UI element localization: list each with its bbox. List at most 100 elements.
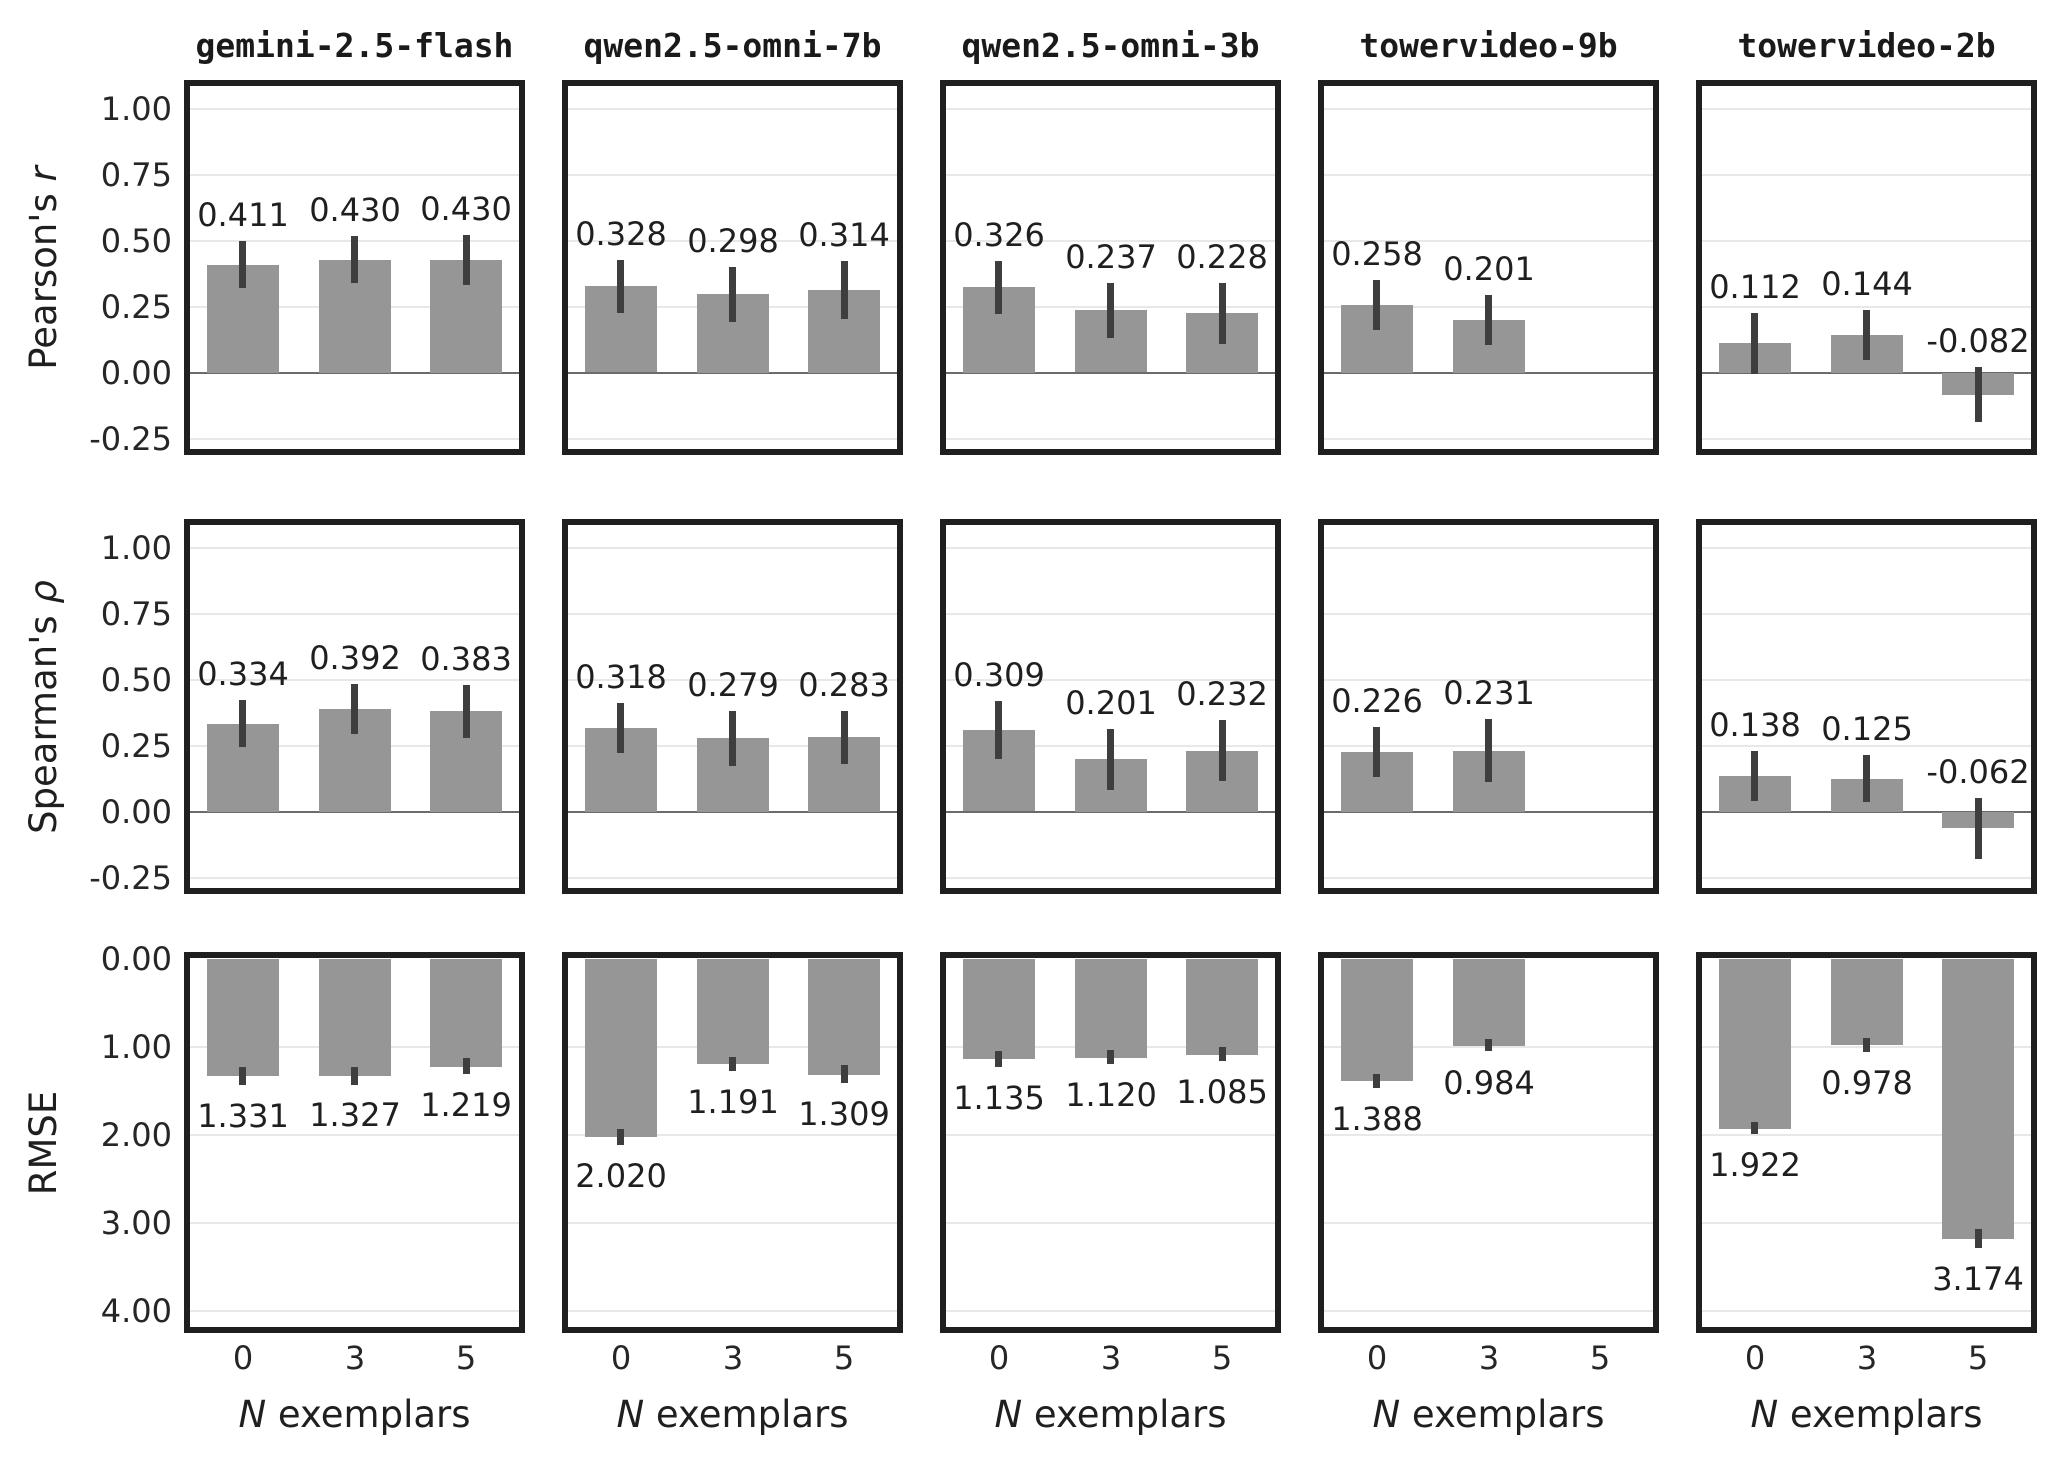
gridline [1699, 613, 2034, 616]
value-label: 0.984 [1443, 1064, 1535, 1102]
panel-title: towervideo-9b [1359, 26, 1618, 65]
bar [1341, 959, 1413, 1081]
error-bar [1373, 280, 1380, 330]
error-bar [1975, 798, 1982, 859]
gridline [943, 240, 1278, 243]
value-label: 0.232 [1176, 675, 1268, 713]
gridline [565, 679, 900, 682]
error-bar [841, 261, 848, 319]
y-tick-label: 1.00 [100, 529, 172, 568]
text-part: exemplars [1022, 1393, 1227, 1436]
plot-area: 0.138 0.125 -0.062 [1699, 522, 2034, 891]
error-bar [1751, 313, 1758, 374]
gridline [565, 613, 900, 616]
y-tick-label: 0.75 [100, 595, 172, 634]
error-bar [1107, 729, 1114, 790]
y-tick-label: 1.00 [100, 1027, 172, 1066]
gridline [1321, 437, 1656, 440]
gridline [565, 437, 900, 440]
value-label: 0.328 [575, 215, 667, 253]
y-tick-label: 0.50 [100, 661, 172, 700]
value-label: 0.112 [1709, 268, 1801, 306]
error-bar [617, 703, 624, 753]
text-part: exemplars [266, 1393, 471, 1436]
error-bar [729, 711, 736, 766]
value-label: 0.411 [197, 196, 289, 234]
gridline [187, 1222, 522, 1225]
bar [1831, 959, 1903, 1045]
bar [1075, 959, 1147, 1058]
value-label: 1.219 [420, 1086, 512, 1124]
value-label: 0.258 [1331, 235, 1423, 273]
x-tick-label: 3 [1100, 1339, 1122, 1377]
value-label: 1.191 [687, 1083, 779, 1121]
gridline [1321, 108, 1656, 111]
gridline [1321, 1134, 1656, 1136]
y-tick-label: 0.00 [100, 939, 172, 978]
y-tick-label: 2.00 [100, 1116, 172, 1154]
y-tick-label: 0.00 [100, 353, 172, 392]
gridline [1321, 679, 1656, 682]
x-tick-label: 3 [722, 1339, 744, 1377]
error-bar [841, 1065, 848, 1083]
error-bar [351, 236, 358, 283]
y-tick-label: 3.00 [100, 1204, 172, 1243]
y-tick-label: 0.25 [100, 288, 172, 327]
value-label: 1.135 [953, 1079, 1045, 1117]
error-bar [463, 1058, 470, 1074]
error-bar [617, 1129, 624, 1145]
error-bar [1219, 283, 1226, 344]
error-bar [729, 267, 736, 322]
gridline [1699, 240, 2034, 243]
bar [1719, 959, 1791, 1129]
gridline [565, 547, 900, 550]
x-tick-label: 3 [344, 1339, 366, 1377]
gridline [565, 1134, 900, 1136]
panel-title: qwen2.5-omni-7b [583, 26, 882, 65]
bar [1942, 959, 2014, 1239]
x-tick-label: 5 [455, 1339, 477, 1377]
gridline [943, 547, 1278, 550]
y-tick-label: 0.50 [100, 222, 172, 261]
italic-text-part: N [994, 1393, 1023, 1436]
gridline [1321, 876, 1656, 879]
error-bar [1751, 1122, 1758, 1134]
x-tick-label: 5 [1967, 1339, 1989, 1377]
x-tick-label: 0 [232, 1339, 254, 1377]
error-bar [1863, 1038, 1870, 1052]
error-bar [1975, 1229, 1982, 1248]
error-bar [1219, 720, 1226, 781]
gridline [565, 876, 900, 879]
italic-text-part: N [1372, 1393, 1401, 1436]
plot-area: 0.334 0.392 0.383 [187, 522, 522, 891]
gridline [187, 1134, 522, 1136]
plot-area: 0.258 0.201 [1321, 83, 1656, 452]
x-tick-label: 5 [1589, 1339, 1611, 1377]
italic-text-part: N [238, 1393, 267, 1436]
text-part: exemplars [1400, 1393, 1605, 1436]
value-label: 0.430 [309, 191, 401, 229]
error-bar [995, 1051, 1002, 1067]
plot-area: 0.411 0.430 0.430 [187, 83, 522, 452]
plot-area: 0.318 0.279 0.283 [565, 522, 900, 891]
error-bar [1219, 1047, 1226, 1061]
y-tick-label: -0.25 [89, 419, 172, 458]
x-axis-label: N exemplars [1321, 1395, 1656, 1435]
bar [207, 959, 279, 1076]
bar [808, 959, 880, 1075]
x-axis-label: N exemplars [565, 1395, 900, 1435]
value-label: 0.144 [1821, 265, 1913, 303]
error-bar [239, 1067, 246, 1085]
plot-area: 1.388 0.984 [1321, 955, 1656, 1330]
gridline [1699, 108, 2034, 111]
text-part: Pearson's [22, 181, 65, 370]
y-tick-label: 0.25 [100, 727, 172, 766]
value-label: 0.978 [1821, 1064, 1913, 1102]
bar [585, 959, 657, 1137]
gridline [1699, 679, 2034, 682]
gridline [565, 1310, 900, 1313]
value-label: -0.082 [1926, 322, 2030, 360]
gridline [1321, 174, 1656, 177]
value-label: 0.231 [1443, 674, 1535, 712]
error-bar [1485, 295, 1492, 345]
